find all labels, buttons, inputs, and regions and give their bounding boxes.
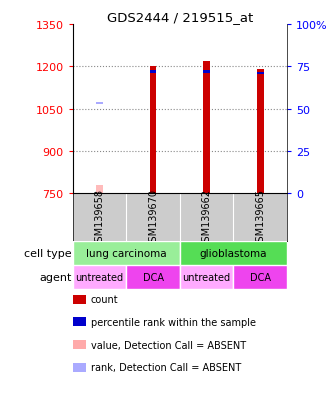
Bar — [126, 266, 180, 289]
Text: GSM139665: GSM139665 — [255, 188, 265, 247]
Text: count: count — [91, 294, 118, 304]
Bar — [150, 71, 156, 74]
Bar — [257, 70, 264, 194]
Text: GSM139670: GSM139670 — [148, 188, 158, 247]
Bar — [96, 186, 103, 194]
Text: agent: agent — [39, 272, 72, 282]
Bar — [150, 67, 156, 194]
Text: untreated: untreated — [75, 272, 123, 282]
Bar — [96, 102, 103, 105]
Bar — [73, 266, 126, 289]
Text: glioblastoma: glioblastoma — [200, 249, 267, 259]
Text: GSM139662: GSM139662 — [202, 188, 212, 247]
Text: lung carcinoma: lung carcinoma — [86, 249, 167, 259]
Text: DCA: DCA — [143, 272, 164, 282]
Bar — [203, 62, 210, 194]
Bar — [234, 266, 287, 289]
Bar — [73, 242, 180, 266]
Title: GDS2444 / 219515_at: GDS2444 / 219515_at — [107, 11, 253, 24]
Text: percentile rank within the sample: percentile rank within the sample — [91, 317, 256, 327]
Text: cell type: cell type — [24, 249, 72, 259]
Bar — [257, 73, 264, 75]
Bar — [180, 266, 234, 289]
Text: rank, Detection Call = ABSENT: rank, Detection Call = ABSENT — [91, 363, 241, 373]
Text: GSM139658: GSM139658 — [94, 188, 104, 247]
Text: untreated: untreated — [182, 272, 231, 282]
Bar — [180, 242, 287, 266]
Text: value, Detection Call = ABSENT: value, Detection Call = ABSENT — [91, 340, 246, 350]
Text: DCA: DCA — [250, 272, 271, 282]
Bar — [203, 71, 210, 74]
